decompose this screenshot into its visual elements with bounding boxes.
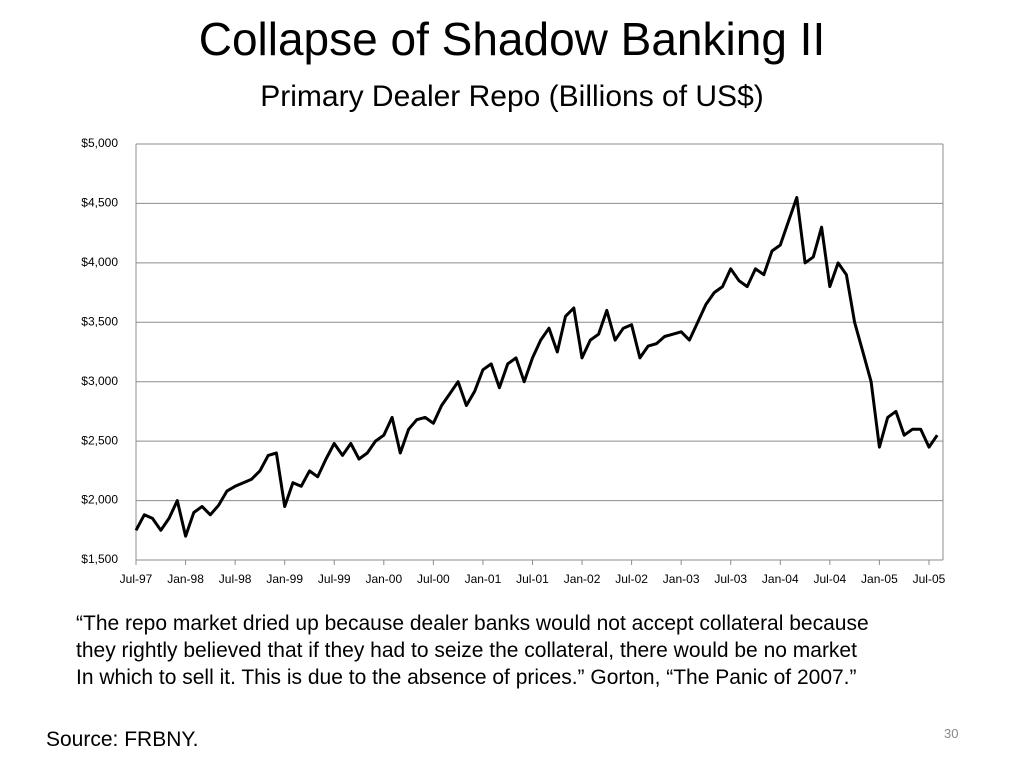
x-tick-label: Jul-05: [913, 572, 946, 586]
x-tick-label: Jul-97: [120, 572, 153, 586]
chart-subtitle: Primary Dealer Repo (Billions of US$): [260, 80, 764, 113]
x-tick-label: Jan-03: [663, 572, 700, 586]
source: Source: FRBNY.: [46, 728, 199, 751]
x-tick-label: Jul-04: [813, 572, 846, 586]
chart: $1,500 $2,000 $2,500 $3,000 $3,500 $4,000 $4,5…: [81, 136, 946, 586]
y-tick-label: $4,000: [81, 255, 118, 269]
x-tick-label: Jan-00: [365, 572, 402, 586]
y-tick-label: $5,000: [81, 136, 118, 150]
quote-line: In which to sell it. This is due to the …: [76, 666, 857, 689]
x-tick-label: Jan-98: [167, 572, 204, 586]
x-tick-label: Jan-99: [266, 572, 303, 586]
data-line: [134, 196, 939, 538]
quote-line: they rightly believed that if they had t…: [76, 639, 857, 662]
quote: “The repo market dried up because dealer…: [76, 610, 960, 691]
x-tick-label: Jan-02: [564, 572, 601, 586]
x-tick-label: Jul-01: [516, 572, 549, 586]
x-tick-label: Jul-99: [318, 572, 351, 586]
slide-title: Collapse of Shadow Banking II: [198, 13, 826, 65]
x-tick-label: Jul-02: [615, 572, 648, 586]
x-tick-label: Jul-03: [714, 572, 747, 586]
quote-line: “The repo market dried up because dealer…: [76, 612, 869, 635]
x-tick-label: Jan-05: [861, 572, 898, 586]
x-tick-label: Jan-01: [465, 572, 502, 586]
y-tick-label: $3,000: [81, 374, 118, 388]
y-tick-label: $4,500: [81, 196, 118, 210]
y-tick-label: $2,000: [81, 493, 118, 507]
y-tick-label: $2,500: [81, 433, 118, 447]
x-tick-label: Jul-00: [417, 572, 450, 586]
y-tick-label: $3,500: [81, 314, 118, 328]
y-tick-label: $1,500: [81, 552, 118, 566]
x-tick-label: Jul-98: [219, 572, 252, 586]
x-tick-label: Jan-04: [762, 572, 799, 586]
page-number: 30: [944, 726, 959, 741]
